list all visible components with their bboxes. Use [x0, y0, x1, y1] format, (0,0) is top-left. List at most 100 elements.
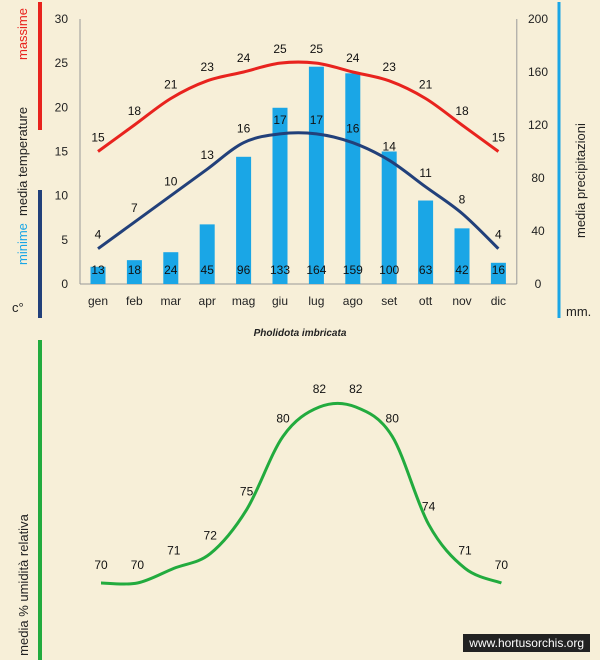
- precipitation-data-label: 100: [379, 263, 399, 277]
- left-tick-label: 10: [55, 189, 69, 203]
- minime-data-label: 11: [419, 166, 432, 180]
- right-tick-label: 0: [535, 277, 542, 291]
- minime-data-label: 16: [346, 122, 360, 136]
- temperature-axis-label: media temperature: [15, 107, 30, 216]
- massime-axis-label: massime: [15, 8, 30, 60]
- humidity-data-label: 71: [167, 543, 181, 557]
- humidity-chart: media % umidità relativa 70 70 71 72 75 80 82 82…: [16, 340, 509, 660]
- precipitation-data-label: 133: [270, 263, 290, 277]
- precipitation-data-label: 24: [164, 263, 178, 277]
- temperature-precipitation-chart: 0 5 10 15 20 25 30 0 40 80 120 160 200 gen feb mar apr ma…: [12, 2, 591, 319]
- massime-data-label: 23: [383, 60, 397, 74]
- humidity-data-label: 71: [458, 543, 472, 557]
- x-tick-label: dic: [491, 294, 506, 308]
- left-tick-label: 5: [61, 233, 68, 247]
- x-tick-label: ago: [343, 294, 363, 308]
- precipitation-data-label: 96: [237, 263, 251, 277]
- species-title: Pholidota imbricata: [253, 328, 347, 339]
- right-tick-label: 80: [531, 171, 545, 185]
- precipitation-bar: [490, 262, 506, 284]
- massime-data-label: 21: [164, 78, 178, 92]
- precipitation-data-label: 159: [343, 263, 363, 277]
- minime-axis-label: minime: [15, 223, 30, 265]
- humidity-data-label: 70: [131, 558, 145, 572]
- massime-data-label: 25: [273, 42, 287, 56]
- x-tick-label: gen: [88, 294, 108, 308]
- minime-data-label: 14: [383, 139, 397, 153]
- precipitation-bar: [418, 200, 434, 284]
- precipitation-bar: [199, 224, 215, 284]
- massime-data-label: 18: [128, 104, 142, 118]
- precipitation-bar: [163, 252, 179, 284]
- x-tick-label: set: [381, 294, 398, 308]
- minime-data-label: 10: [164, 175, 178, 189]
- left-tick-label: 25: [55, 56, 69, 70]
- minime-data-label: 4: [495, 228, 502, 242]
- x-tick-label: mar: [160, 294, 181, 308]
- precipitation-data-label: 63: [419, 263, 433, 277]
- humidity-data-label: 74: [422, 499, 436, 513]
- minime-data-label: 16: [237, 122, 251, 136]
- precipitation-data-label: 45: [201, 263, 215, 277]
- minime-data-label: 17: [273, 113, 287, 127]
- right-tick-label: 200: [528, 12, 548, 26]
- x-tick-label: ott: [419, 294, 433, 308]
- precipitation-bar: [126, 260, 142, 284]
- precipitation-bar: [454, 228, 470, 284]
- precipitation-axis-label: media precipitazioni: [573, 123, 588, 238]
- precipitation-bar: [272, 107, 288, 285]
- humidity-data-label: 70: [495, 558, 509, 572]
- massime-data-label: 23: [201, 60, 215, 74]
- minime-data-label: 4: [95, 228, 102, 242]
- humidity-data-label: 75: [240, 485, 254, 499]
- minime-line: [97, 131, 500, 250]
- right-tick-label: 40: [531, 224, 545, 238]
- precipitation-data-label: 16: [492, 263, 506, 277]
- x-tick-label: mag: [232, 294, 255, 308]
- humidity-data-label: 82: [349, 382, 363, 396]
- x-tick-label: feb: [126, 294, 143, 308]
- humidity-data-label: 70: [94, 558, 108, 572]
- humidity-data-label: 72: [204, 529, 218, 543]
- massime-data-label: 25: [310, 42, 324, 56]
- mm-unit-label: mm.: [566, 304, 591, 319]
- right-tick-label: 120: [528, 118, 548, 132]
- precipitation-bar: [308, 66, 324, 284]
- precipitation-bar: [345, 73, 361, 284]
- x-tick-label: nov: [452, 294, 471, 308]
- minime-data-label: 13: [201, 148, 215, 162]
- precipitation-bar: [381, 151, 397, 284]
- precipitation-data-label: 13: [91, 263, 105, 277]
- celsius-unit-label: c°: [12, 300, 24, 315]
- massime-data-label: 18: [455, 104, 469, 118]
- precipitation-data-label: 164: [306, 263, 326, 277]
- left-tick-label: 0: [61, 277, 68, 291]
- right-tick-label: 160: [528, 65, 548, 79]
- x-tick-label: giu: [272, 294, 288, 308]
- watermark: www.hortusorchis.org: [463, 634, 590, 652]
- massime-data-label: 15: [91, 131, 105, 145]
- left-tick-label: 15: [55, 145, 69, 159]
- massime-data-label: 24: [346, 51, 360, 65]
- x-tick-label: apr: [199, 294, 216, 308]
- massime-data-label: 24: [237, 51, 251, 65]
- humidity-data-label: 80: [276, 411, 290, 425]
- left-tick-label: 30: [55, 12, 69, 26]
- left-tick-label: 20: [55, 100, 69, 114]
- humidity-data-label: 80: [386, 411, 400, 425]
- humidity-axis-label: media % umidità relativa: [16, 513, 31, 655]
- minime-data-label: 7: [131, 201, 138, 215]
- precipitation-data-label: 18: [128, 263, 142, 277]
- massime-data-label: 15: [492, 131, 506, 145]
- minime-data-label: 8: [459, 192, 466, 206]
- humidity-data-label: 82: [313, 382, 327, 396]
- minime-data-label: 17: [310, 113, 324, 127]
- precipitation-data-label: 42: [455, 263, 469, 277]
- precipitation-bar: [236, 156, 252, 284]
- x-tick-label: lug: [308, 294, 324, 308]
- massime-data-label: 21: [419, 78, 433, 92]
- massime-line: [97, 60, 500, 153]
- humidity-line: [100, 401, 502, 586]
- precipitation-bar: [90, 266, 106, 284]
